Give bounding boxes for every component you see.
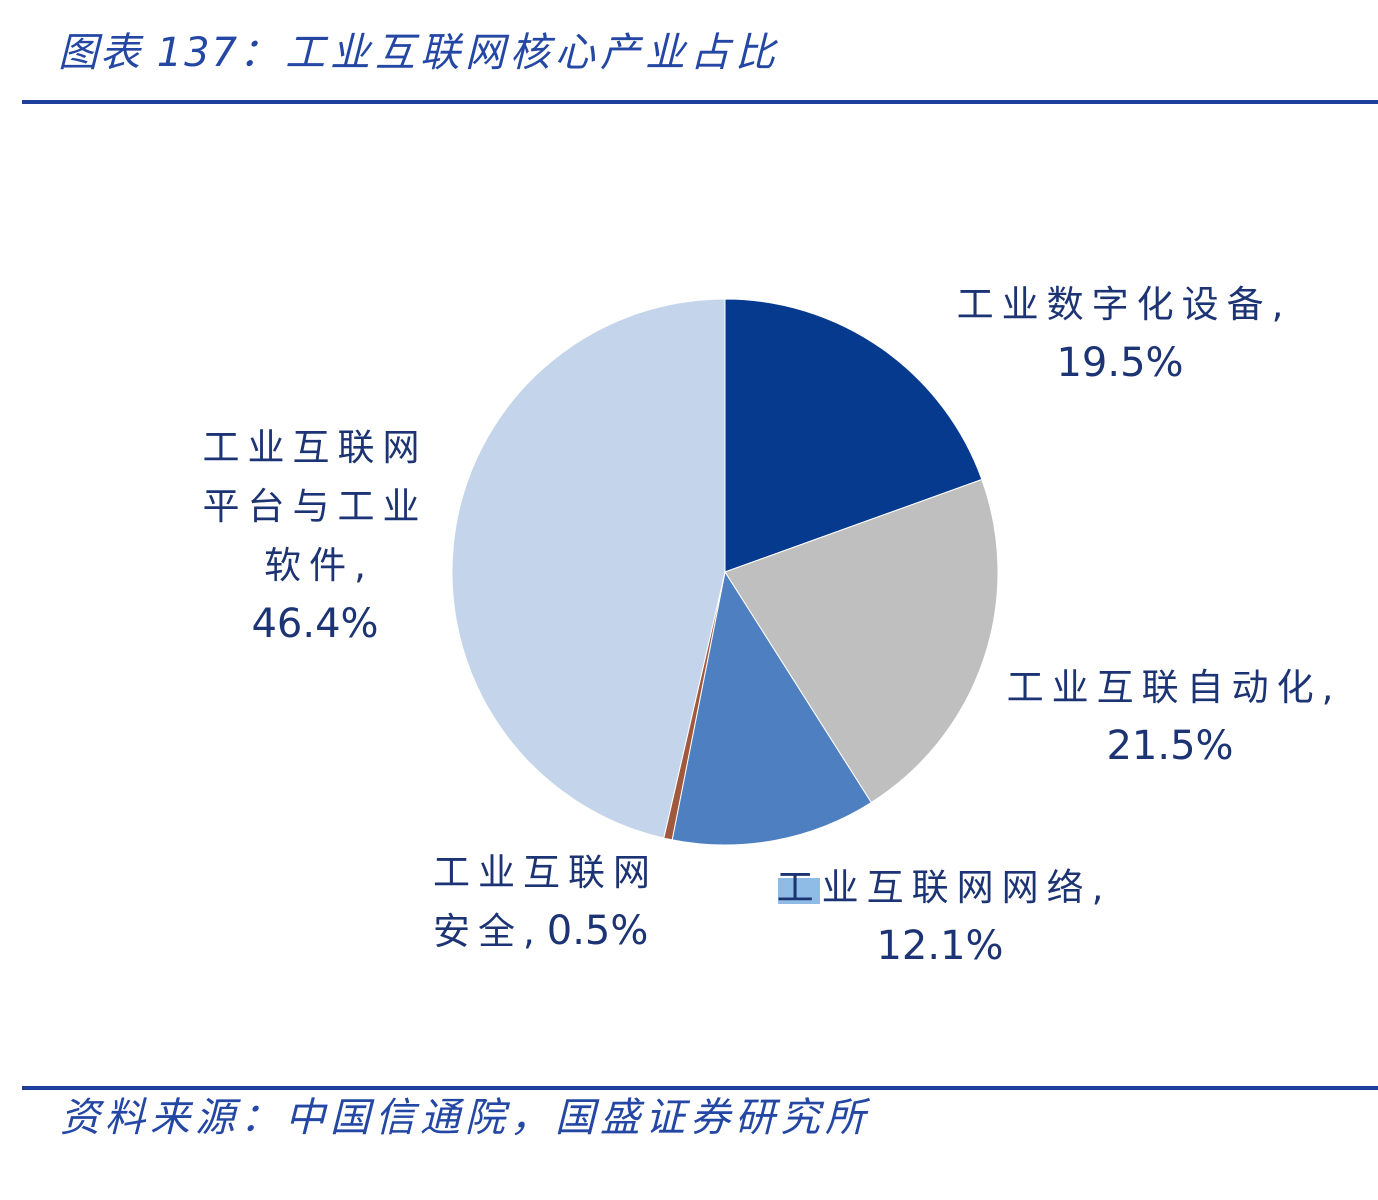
data-label-name-line: 工业互联自动化, [1007,659,1334,717]
data-label-name: 工业互联自动化 [1006,666,1322,709]
data-label-name: 工业互联网 平台与工业 软件 [202,426,428,587]
data-label-name: 工业互联网 安全 [433,851,658,953]
data-label-separator: , [1321,666,1334,709]
data-label-name-line: 工业互联网网络, [777,859,1104,917]
data-label-digital-equipment: 工业数字化设备, 19.5% [957,276,1284,392]
data-label-name-line: 工业数字化设备, [957,276,1284,334]
data-label-separator: , [1271,283,1284,326]
header-rule [22,100,1378,104]
data-label-separator: , [1091,866,1104,909]
data-label-value: 0.5% [546,908,649,954]
data-label-name-line: 工业互联网 平台与工业 软件, [203,418,428,595]
data-label-name: 工业互联网网络 [776,866,1092,909]
data-label-automation: 工业互联自动化, 21.5% [1007,659,1334,775]
pie-slice-automation [724,479,999,803]
figure-number: 图表 137： [58,30,282,76]
data-label-network: 工业互联网网络, 12.1% [777,859,1104,975]
source-note: 资料来源：中国信通院，国盛证券研究所 [60,1095,870,1141]
data-label-platform-software: 工业互联网 平台与工业 软件, 46.4% [203,418,428,654]
pie-slice-network [671,571,872,846]
data-label-value: 19.5% [1056,340,1184,386]
figure-header: 图表 137： 工业互联网核心产业占比 [58,30,780,76]
data-label-separator: , [523,910,535,953]
highlight-mark [778,878,820,904]
chart-title: 工业互联网核心产业占比 [285,30,781,76]
data-label-security: 工业互联网 安全, 0.5% [433,844,658,961]
data-label-name: 工业数字化设备 [956,283,1272,326]
footer-rule [22,1086,1378,1090]
data-label-value: 12.1% [876,923,1004,969]
pie-slice-platform-software [451,298,726,839]
data-label-value: 46.4% [251,601,379,647]
pie-slice-digital-equipment [724,298,983,573]
data-label-separator: , [354,544,366,587]
data-label-value: 21.5% [1106,723,1234,769]
